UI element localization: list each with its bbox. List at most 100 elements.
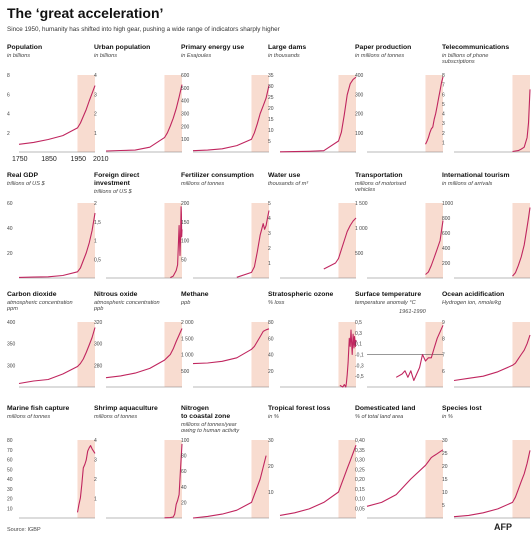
chart-title: Fertilizer consumption — [181, 172, 254, 179]
chart-panel: Marine fish capture millions of tonnes 10 2… — [7, 405, 96, 525]
chart-panel: Species lost in % 5 10 15 20 25 30 — [442, 405, 531, 525]
chart-panel: Tropical forest loss in % 10 20 30 — [268, 405, 357, 525]
y-tick-label: 1 500 — [181, 336, 194, 342]
chart-plot: 10 20 30 — [268, 438, 357, 519]
y-tick-label: 40 — [268, 353, 274, 359]
y-tick-label: 300 — [355, 92, 364, 98]
y-tick-label: 500 — [181, 86, 190, 92]
y-tick-label: 400 — [355, 73, 364, 79]
series-line — [236, 210, 270, 278]
y-tick-label: 10 — [268, 128, 274, 134]
y-tick-label: 400 — [181, 99, 190, 105]
chart-unit: in millions of tonnes — [355, 53, 405, 59]
y-tick-label: 1 000 — [355, 226, 368, 232]
chart-plot: 100 200 300 400 — [355, 73, 444, 153]
chart-plot: 500 1 000 1 500 — [355, 201, 444, 279]
chart-plot: 10 20 30 40 50 60 70 80 — [7, 438, 96, 519]
chart-title: Population — [7, 44, 43, 51]
series-line — [18, 327, 96, 385]
y-tick-label: 0,3 — [355, 331, 362, 337]
y-tick-label: 0,30 — [355, 458, 365, 464]
y-tick-label: 35 — [268, 73, 274, 79]
x-tick-label: 1950 — [70, 156, 86, 163]
y-tick-label: 200 — [181, 201, 190, 207]
chart-panel: Surface temperature temperature anomaly °… — [355, 291, 444, 411]
series-line — [512, 89, 531, 153]
y-tick-label: 200 — [181, 124, 190, 130]
chart-title: Carbon dioxide — [7, 291, 57, 298]
chart-title: Species lost — [442, 405, 482, 412]
y-tick-label: 300 — [7, 363, 16, 369]
chart-plot: 200 400 600 800 1000 — [442, 201, 531, 279]
y-tick-label: 1 — [268, 261, 271, 267]
series-line — [105, 328, 183, 379]
x-tick-label: 2010 — [93, 156, 109, 163]
y-tick-label: 100 — [355, 131, 364, 137]
y-tick-label: 6 — [7, 92, 10, 98]
y-tick-label: 0,15 — [355, 487, 365, 493]
y-tick-label: 8 — [442, 73, 445, 79]
y-tick-label: 25 — [268, 95, 274, 101]
y-tick-label: 3 — [94, 458, 97, 464]
y-tick-label: 10 — [7, 506, 13, 512]
page-title: The ‘great acceleration’ — [7, 5, 164, 21]
chart-unit: in % — [268, 414, 279, 420]
chart-title: Real GDP — [7, 172, 38, 179]
series-line — [164, 443, 183, 519]
y-tick-label: 600 — [181, 73, 190, 79]
y-tick-label: 20 — [442, 464, 448, 470]
chart-title: Primary energy use — [181, 44, 245, 51]
chart-panel: Shrimp aquaculture millions of tonnes 1 2 3 4 — [94, 405, 183, 525]
y-tick-label: 1 — [94, 131, 97, 137]
y-tick-label: 6 — [442, 92, 445, 98]
y-tick-label: 7 — [442, 83, 445, 89]
highlight-band — [251, 322, 269, 387]
highlight-band — [164, 75, 182, 152]
y-tick-label: 100 — [181, 239, 190, 245]
y-tick-label: 60 — [181, 469, 187, 475]
series-line — [192, 85, 270, 152]
y-tick-label: 150 — [181, 220, 190, 226]
chart-panel: Large dams in thousands 5 10 15 20 25 30 35 — [268, 44, 357, 164]
series-line — [170, 206, 183, 279]
chart-title: Transportation — [355, 172, 403, 179]
chart-unit: in % — [442, 414, 453, 420]
y-tick-label: 0,25 — [355, 467, 365, 473]
chart-plot: 300 350 400 — [7, 320, 96, 388]
chart-title: Paper production — [355, 44, 412, 51]
chart-panel: Urban population in billions 1 2 3 4 — [94, 44, 183, 164]
chart-panel: Nitrogen to coastal zone millions of tonn… — [181, 405, 269, 525]
y-tick-label: -0,3 — [355, 363, 364, 369]
y-tick-label: 100 — [181, 137, 190, 143]
y-tick-label: 320 — [94, 320, 103, 326]
y-tick-label: 4 — [442, 112, 445, 118]
y-tick-label: 2 000 — [181, 320, 194, 326]
chart-plot: 280 300 320 — [94, 320, 183, 388]
series-line — [425, 220, 444, 275]
chart-unit: atmospheric concentration ppm — [7, 300, 73, 313]
y-tick-label: 400 — [442, 246, 451, 252]
y-tick-label: 2 — [268, 246, 271, 252]
y-tick-label: 20 — [268, 464, 274, 470]
series-line — [512, 207, 531, 277]
y-tick-label: 350 — [7, 342, 16, 348]
y-tick-label: 300 — [94, 342, 103, 348]
y-tick-label: 1 — [94, 239, 97, 245]
y-tick-label: 3 — [94, 92, 97, 98]
y-tick-label: 1 000 — [181, 353, 194, 359]
y-tick-label: 10 — [442, 490, 448, 496]
chart-title: Nitrogen to coastal zone — [181, 405, 231, 420]
series-line — [279, 76, 357, 153]
series-line — [323, 217, 357, 270]
chart-unit: millions of tonnes/year owing to human a… — [181, 422, 240, 435]
y-tick-label: 80 — [268, 320, 274, 326]
chart-panel: Transportation millions of motorised vehi… — [355, 172, 444, 292]
chart-unit: in billions — [7, 53, 31, 59]
chart-title: Foreign direct investment — [94, 172, 140, 187]
series-line — [279, 445, 357, 516]
y-tick-label: 4 — [94, 438, 97, 444]
chart-unit: Hydrogen ion, nmole/kg — [442, 300, 502, 306]
highlight-band — [338, 75, 356, 152]
y-tick-label: 20 — [7, 251, 13, 257]
y-tick-label: 25 — [442, 451, 448, 457]
